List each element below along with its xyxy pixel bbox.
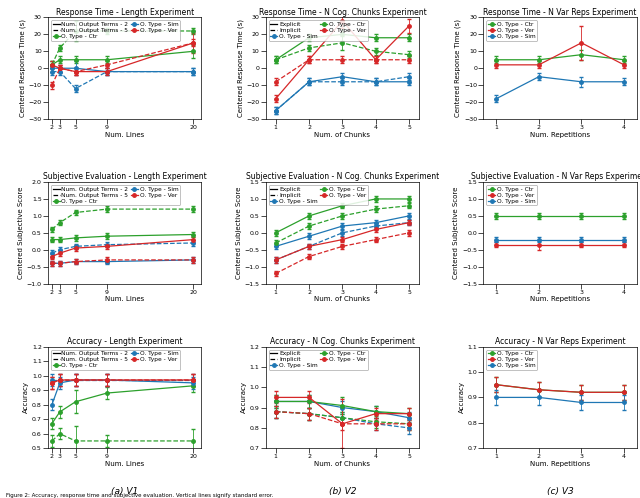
X-axis label: Num. Lines: Num. Lines <box>105 461 144 467</box>
X-axis label: Num. Repetitions: Num. Repetitions <box>530 461 590 467</box>
Title: Subjective Evaluation - N Var Reps Experiment: Subjective Evaluation - N Var Reps Exper… <box>470 172 640 181</box>
Text: (b) V2: (b) V2 <box>329 487 356 496</box>
Title: Subjective Evaluation - N Cog. Chunks Experiment: Subjective Evaluation - N Cog. Chunks Ex… <box>246 172 439 181</box>
Y-axis label: Centered Response Time (s): Centered Response Time (s) <box>237 19 244 117</box>
Title: Subjective Evaluation - Length Experiment: Subjective Evaluation - Length Experimen… <box>43 172 207 181</box>
Text: (a) V1: (a) V1 <box>111 487 138 496</box>
X-axis label: Num. Lines: Num. Lines <box>105 131 144 137</box>
Y-axis label: Accuracy: Accuracy <box>459 381 465 413</box>
Legend: Explicit, Implicit, O. Type - Sim, O. Type - Ctr, O. Type - Ver: Explicit, Implicit, O. Type - Sim, O. Ty… <box>269 350 368 370</box>
Legend: Num. Output Terms - 2, Num. Output Terms - 5, O. Type - Ctr, O. Type - Sim, O. T: Num. Output Terms - 2, Num. Output Terms… <box>51 350 180 370</box>
Title: Response Time - Length Experiment: Response Time - Length Experiment <box>56 7 194 16</box>
Legend: Num. Output Terms - 2, Num. Output Terms - 5, O. Type - Ctr, O. Type - Sim, O. T: Num. Output Terms - 2, Num. Output Terms… <box>51 20 180 41</box>
Legend: O. Type - Ctr, O. Type - Ver, O. Type - Sim: O. Type - Ctr, O. Type - Ver, O. Type - … <box>486 350 538 370</box>
Legend: Explicit, Implicit, O. Type - Sim, O. Type - Ctr, O. Type - Ver: Explicit, Implicit, O. Type - Sim, O. Ty… <box>269 20 368 41</box>
X-axis label: Num. Lines: Num. Lines <box>105 296 144 302</box>
X-axis label: Num. of Chunks: Num. of Chunks <box>314 131 371 137</box>
Y-axis label: Accuracy: Accuracy <box>23 381 29 413</box>
Title: Response Time - N Var Reps Experiment: Response Time - N Var Reps Experiment <box>483 7 637 16</box>
Y-axis label: Centered Response Time (s): Centered Response Time (s) <box>455 19 461 117</box>
X-axis label: Num. of Chunks: Num. of Chunks <box>314 296 371 302</box>
Text: Figure 2: Accuracy, response time and subjective evaluation. Vertical lines sign: Figure 2: Accuracy, response time and su… <box>6 493 274 498</box>
Y-axis label: Centered Subjective Score: Centered Subjective Score <box>236 187 242 279</box>
Title: Response Time - N Cog. Chunks Experiment: Response Time - N Cog. Chunks Experiment <box>259 7 426 16</box>
Legend: O. Type - Ctr, O. Type - Ver, O. Type - Sim: O. Type - Ctr, O. Type - Ver, O. Type - … <box>486 20 538 41</box>
Title: Accuracy - N Var Reps Experiment: Accuracy - N Var Reps Experiment <box>495 337 625 346</box>
Legend: O. Type - Ctr, O. Type - Ver, O. Type - Sim: O. Type - Ctr, O. Type - Ver, O. Type - … <box>486 185 538 206</box>
Y-axis label: Centered Subjective Score: Centered Subjective Score <box>453 187 460 279</box>
Y-axis label: Accuracy: Accuracy <box>241 381 247 413</box>
Title: Accuracy - N Cog. Chunks Experiment: Accuracy - N Cog. Chunks Experiment <box>270 337 415 346</box>
Y-axis label: Centered Response Time (s): Centered Response Time (s) <box>19 19 26 117</box>
Legend: Num. Output Terms - 2, Num. Output Terms - 5, O. Type - Ctr, O. Type - Sim, O. T: Num. Output Terms - 2, Num. Output Terms… <box>51 185 180 206</box>
X-axis label: Num. Repetitions: Num. Repetitions <box>530 296 590 302</box>
Y-axis label: Centered Subjective Score: Centered Subjective Score <box>18 187 24 279</box>
Text: (c) V3: (c) V3 <box>547 487 573 496</box>
Legend: Explicit, Implicit, O. Type - Sim, O. Type - Ctr, O. Type - Ver: Explicit, Implicit, O. Type - Sim, O. Ty… <box>269 185 368 206</box>
X-axis label: Num. of Chunks: Num. of Chunks <box>314 461 371 467</box>
X-axis label: Num. Repetitions: Num. Repetitions <box>530 131 590 137</box>
Title: Accuracy - Length Experiment: Accuracy - Length Experiment <box>67 337 182 346</box>
